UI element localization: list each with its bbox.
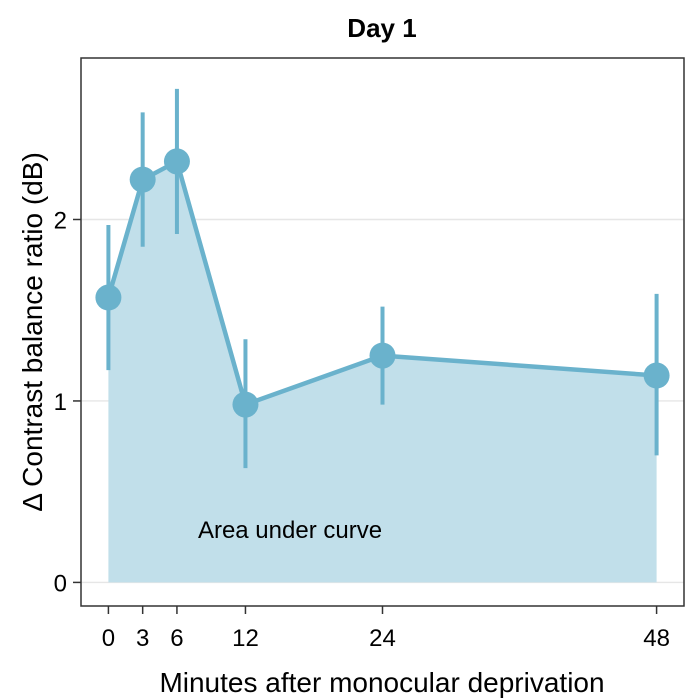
y-tick-label: 0 [54, 570, 67, 597]
y-axis-label: Δ Contrast balance ratio (dB) [17, 152, 48, 512]
chart-title: Day 1 [347, 13, 416, 43]
x-tick-label: 24 [369, 625, 396, 652]
data-point [95, 284, 122, 311]
plot-area [80, 57, 685, 607]
y-axis-ticks: 0 1 2 [54, 207, 81, 597]
data-point [232, 391, 259, 418]
x-tick-label: 0 [102, 625, 115, 652]
x-tick-label: 12 [232, 625, 259, 652]
line-layer [106, 159, 657, 407]
y-tick-label: 2 [54, 207, 67, 234]
x-axis-ticks: 0 3 6 12 24 48 [102, 606, 670, 652]
area-annotation: Area under curve [198, 517, 382, 544]
x-tick-label: 48 [643, 625, 670, 652]
x-axis-label: Minutes after monocular deprivation [159, 667, 604, 698]
data-point [643, 362, 670, 389]
data-point [163, 148, 190, 175]
point-layer [95, 148, 670, 418]
x-tick-label: 6 [170, 625, 183, 652]
y-tick-label: 1 [54, 389, 67, 416]
series-line [106, 159, 657, 407]
data-point [129, 166, 156, 193]
data-point [369, 342, 396, 369]
x-tick-label: 3 [136, 625, 149, 652]
